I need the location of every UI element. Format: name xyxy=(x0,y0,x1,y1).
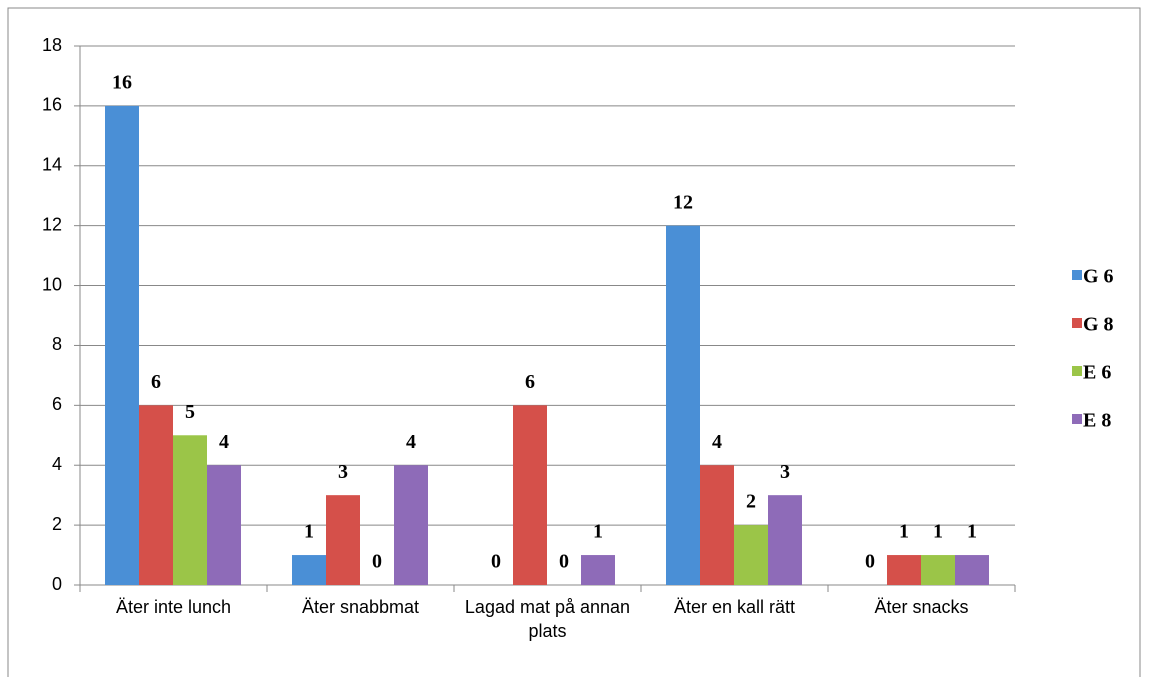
bar xyxy=(292,555,326,585)
y-tick-label: 0 xyxy=(52,574,62,594)
value-label: 3 xyxy=(780,461,790,483)
value-label: 0 xyxy=(559,551,569,573)
y-tick-label: 6 xyxy=(52,394,62,414)
bar xyxy=(768,495,802,585)
x-tick-label: Äter snacks xyxy=(874,597,969,617)
value-label: 1 xyxy=(304,521,314,543)
x-tick-label: Lagad mat på annan plats xyxy=(464,597,631,641)
value-label: 1 xyxy=(899,521,909,543)
value-label: 0 xyxy=(372,551,382,573)
value-label: 1 xyxy=(967,521,977,543)
value-label: 3 xyxy=(338,461,348,483)
legend-label: G 8 xyxy=(1083,314,1114,336)
bar xyxy=(105,105,139,585)
bar xyxy=(394,465,428,585)
value-label: 4 xyxy=(406,431,416,453)
value-label: 5 xyxy=(185,401,195,423)
bar xyxy=(513,405,547,585)
bar xyxy=(887,555,921,585)
value-label: 4 xyxy=(219,431,229,453)
bar xyxy=(173,435,207,585)
legend-swatch xyxy=(1072,414,1082,424)
legend-label: G 6 xyxy=(1083,266,1114,288)
bar xyxy=(666,225,700,585)
x-tick-label: Äter en kall rätt xyxy=(673,597,796,617)
value-label: 0 xyxy=(865,551,875,573)
legend-swatch xyxy=(1072,366,1082,376)
legend-swatch xyxy=(1072,270,1082,280)
y-tick-label: 14 xyxy=(42,155,62,175)
value-label: 6 xyxy=(151,371,161,393)
value-label: 4 xyxy=(712,431,722,453)
value-label: 6 xyxy=(525,371,535,393)
value-label: 0 xyxy=(491,551,501,573)
bar xyxy=(955,555,989,585)
value-label: 12 xyxy=(673,191,693,213)
legend-label: E 8 xyxy=(1083,410,1111,432)
y-tick-label: 10 xyxy=(42,274,62,294)
chart-frame xyxy=(7,7,1141,677)
bar xyxy=(139,405,173,585)
y-tick-label: 12 xyxy=(42,214,62,234)
y-tick-label: 2 xyxy=(52,514,62,534)
bar xyxy=(326,495,360,585)
legend-label: E 6 xyxy=(1083,362,1111,384)
value-label: 16 xyxy=(112,71,132,93)
legend-swatch xyxy=(1072,318,1082,328)
y-tick-label: 8 xyxy=(52,334,62,354)
value-label: 2 xyxy=(746,491,756,513)
bar xyxy=(700,465,734,585)
y-tick-label: 18 xyxy=(42,35,62,55)
bar xyxy=(581,555,615,585)
bar xyxy=(921,555,955,585)
y-tick-label: 4 xyxy=(52,454,62,474)
value-label: 1 xyxy=(933,521,943,543)
value-label: 1 xyxy=(593,521,603,543)
x-tick-label: Äter snabbmat xyxy=(301,597,420,617)
y-tick-label: 16 xyxy=(42,95,62,115)
bar xyxy=(734,525,768,585)
bar xyxy=(207,465,241,585)
x-tick-label: Äter inte lunch xyxy=(115,597,232,617)
